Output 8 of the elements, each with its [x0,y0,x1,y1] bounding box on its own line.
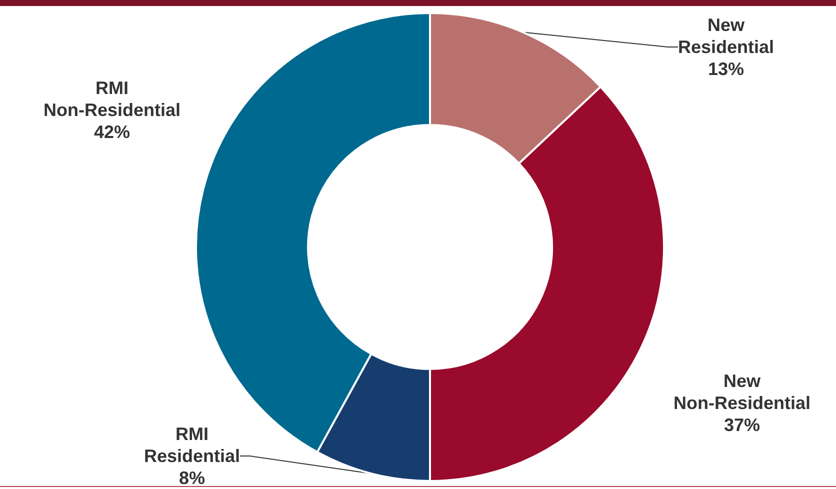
slice-label: New Residential [678,15,774,57]
slice-label: RMI Non-Residential [43,78,181,120]
data-label: 13% [708,59,744,79]
data-label: 37% [724,415,760,435]
data-label: 8% [178,468,206,488]
data-label: 42% [94,122,130,142]
slice-label: RMI Residential [144,424,240,466]
slice-label: New Non-Residential [673,371,811,413]
